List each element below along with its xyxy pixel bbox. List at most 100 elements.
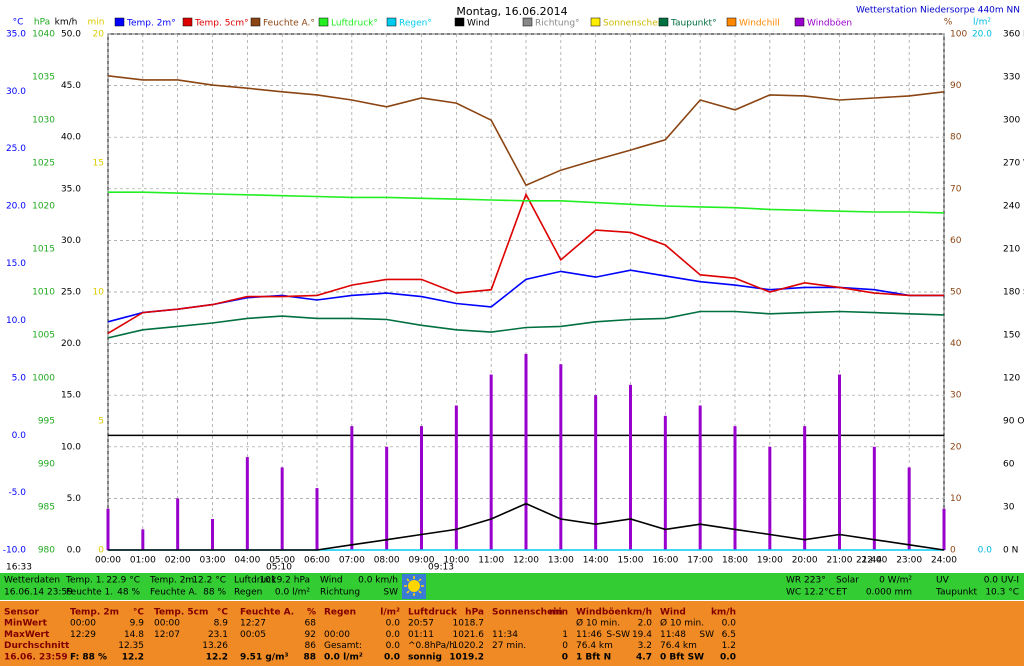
gust-bar (768, 446, 772, 550)
axis-unit: % (944, 18, 953, 28)
stats-text: Temp. 5cm (154, 608, 208, 618)
stats-text: 4.7 (636, 652, 652, 662)
kmh-tick-label: 0.0 (67, 546, 82, 556)
x-tick-label: 13:00 (548, 556, 574, 566)
legend-swatch (454, 17, 465, 27)
hpa-tick-label: 980 (38, 546, 55, 556)
status-text: UV (936, 576, 950, 586)
legend-label: Regen° (399, 19, 432, 29)
stats-text: 0.0 (386, 641, 401, 651)
min-tick-label: 20 (93, 30, 105, 40)
stats-text: 12.2 (206, 652, 228, 662)
hpa-tick-label: 1035 (32, 73, 55, 83)
legend-swatch (794, 17, 805, 27)
x-tick-label: 21:00 (827, 556, 853, 566)
stats-text: 76.4 km (660, 641, 697, 651)
dir-tick-label: 180 S (1003, 288, 1024, 298)
gust-bar (803, 426, 807, 550)
status-text: 88 % (203, 588, 226, 598)
legend-label: Feuchte A.° (263, 19, 315, 29)
stats-text: 0.0 (720, 652, 736, 662)
status-text: 0.0 km/h (358, 576, 398, 586)
stats-text: 1021.6 (453, 630, 485, 640)
kmh-tick-label: 25.0 (61, 288, 81, 298)
gust-bar (838, 374, 841, 550)
legend-label: Sonnenschein (603, 19, 666, 29)
x-tick-label: 11:00 (478, 556, 504, 566)
gust-bar (385, 446, 389, 550)
stats-text: km/h (627, 608, 652, 618)
x-tick-label: 10:00 (443, 556, 469, 566)
hpa-tick-label: 1010 (32, 288, 55, 298)
kmh-tick-label: 15.0 (61, 391, 81, 401)
y-tick-label: 25.0 (6, 144, 26, 154)
y-tick-label: -10.0 (3, 546, 27, 556)
hpa-tick-label: 1040 (32, 30, 55, 40)
stats-text: 1.2 (722, 641, 736, 651)
stats-text: Temp. 2m (70, 608, 119, 618)
y-tick-label: 0.0 (12, 431, 27, 441)
stats-text: Luftdruck (408, 608, 458, 618)
chart-title: Montag, 16.06.2014 (456, 5, 567, 18)
stats-text: 19.4 (632, 630, 652, 640)
stats-text: 01:11 (408, 630, 434, 640)
hpa-tick-label: 1015 (32, 245, 55, 255)
status-text: WC 12.2°C (786, 588, 835, 598)
hpa-tick-label: 1025 (32, 159, 55, 169)
gust-bar (211, 519, 214, 550)
x-tick-label: 04:00 (234, 556, 260, 566)
y-tick-label: 20.0 (6, 202, 26, 212)
y2-tick-label: 80 (950, 133, 962, 143)
kmh-tick-label: 40.0 (61, 133, 81, 143)
dir-tick-label: 0 N (1003, 546, 1018, 556)
y-tick-label: 30.0 (6, 87, 26, 97)
stats-text: 00:00 (324, 630, 350, 640)
stats-text: 0.0 (384, 652, 400, 662)
legend-label: Windböen (807, 19, 852, 29)
station-name: Wetterstation Niedersorpe 440m NN (856, 6, 1020, 16)
stats-text: 1020.2 (453, 641, 485, 651)
status-text: Temp. 2m (149, 576, 194, 586)
status-text: SW (383, 588, 398, 598)
stats-text: min (549, 608, 568, 618)
series-line (107, 269, 944, 323)
axis-unit: °C (13, 18, 24, 28)
series-line (108, 191, 945, 214)
stats-text: Durchschnitt (4, 641, 70, 651)
status-text: Feuchte 1. (66, 588, 113, 598)
legend-swatch (590, 17, 601, 27)
legend-label: Wind (467, 19, 490, 29)
stats-text: 6.5 (722, 630, 736, 640)
gust-bar (280, 467, 284, 550)
stats-text: Sonnenschein (492, 608, 563, 618)
gust-bar (315, 488, 319, 550)
stats-text: Feuchte A. (240, 608, 294, 618)
gust-bar (698, 405, 702, 550)
stats-text: 12:29 (70, 630, 96, 640)
stats-text: Regen (324, 608, 356, 618)
stats-text: °C (217, 608, 229, 618)
x-tick-label: 20:00 (792, 556, 818, 566)
x-tick-label: 18:00 (722, 556, 748, 566)
series-line (107, 310, 945, 339)
status-text: Wind (320, 576, 343, 586)
gust-bar (942, 508, 946, 550)
stats-text: 00:05 (240, 630, 266, 640)
gust-bar (245, 457, 249, 550)
dir-tick-label: 60 (1003, 460, 1015, 470)
legend-label: Temp. 2m° (126, 19, 176, 29)
stats-text: 20:57 (408, 619, 434, 629)
status-text: ET (836, 588, 848, 598)
kmh-tick-label: 50.0 (61, 30, 81, 40)
status-text: Wetterdaten (4, 576, 60, 586)
dir-tick-label: 300 (1003, 116, 1020, 126)
series-line (107, 192, 944, 334)
sun-time: 16:33 (6, 563, 32, 573)
stats-text: km/h (711, 608, 736, 618)
stats-text: 0 (562, 652, 568, 662)
gust-bar (629, 384, 632, 550)
gust-bar (489, 374, 493, 550)
kmh-tick-label: 45.0 (61, 81, 81, 91)
y2-tick-label: 100 (950, 30, 967, 40)
legend-swatch (658, 17, 669, 27)
